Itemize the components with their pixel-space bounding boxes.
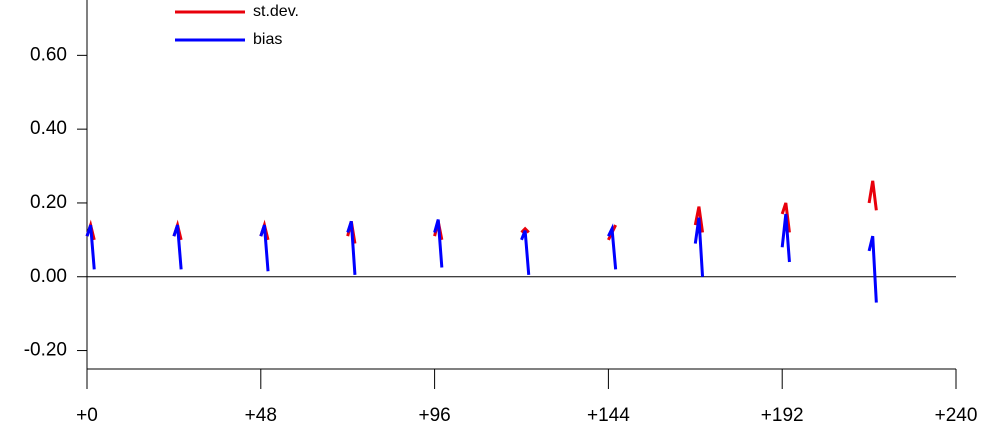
x-tick-label: +144 [587, 405, 630, 423]
y-tick-label: -0.20 [24, 340, 67, 361]
series-line [85, 180, 878, 244]
x-tick-label: +192 [761, 405, 804, 423]
series-line [85, 213, 878, 303]
y-tick-label: 0.40 [30, 118, 67, 139]
y-tick-label: 0.00 [30, 266, 67, 287]
x-tick-label: +96 [418, 405, 450, 423]
x-tick-label: +240 [935, 405, 978, 423]
x-tick-label: +48 [245, 405, 277, 423]
x-tick-label: +0 [76, 405, 98, 423]
legend-label: bias [253, 31, 282, 48]
legend-label: st.dev. [253, 3, 299, 20]
y-tick-label: 0.20 [30, 192, 67, 213]
y-tick-label: 0.60 [30, 44, 67, 65]
